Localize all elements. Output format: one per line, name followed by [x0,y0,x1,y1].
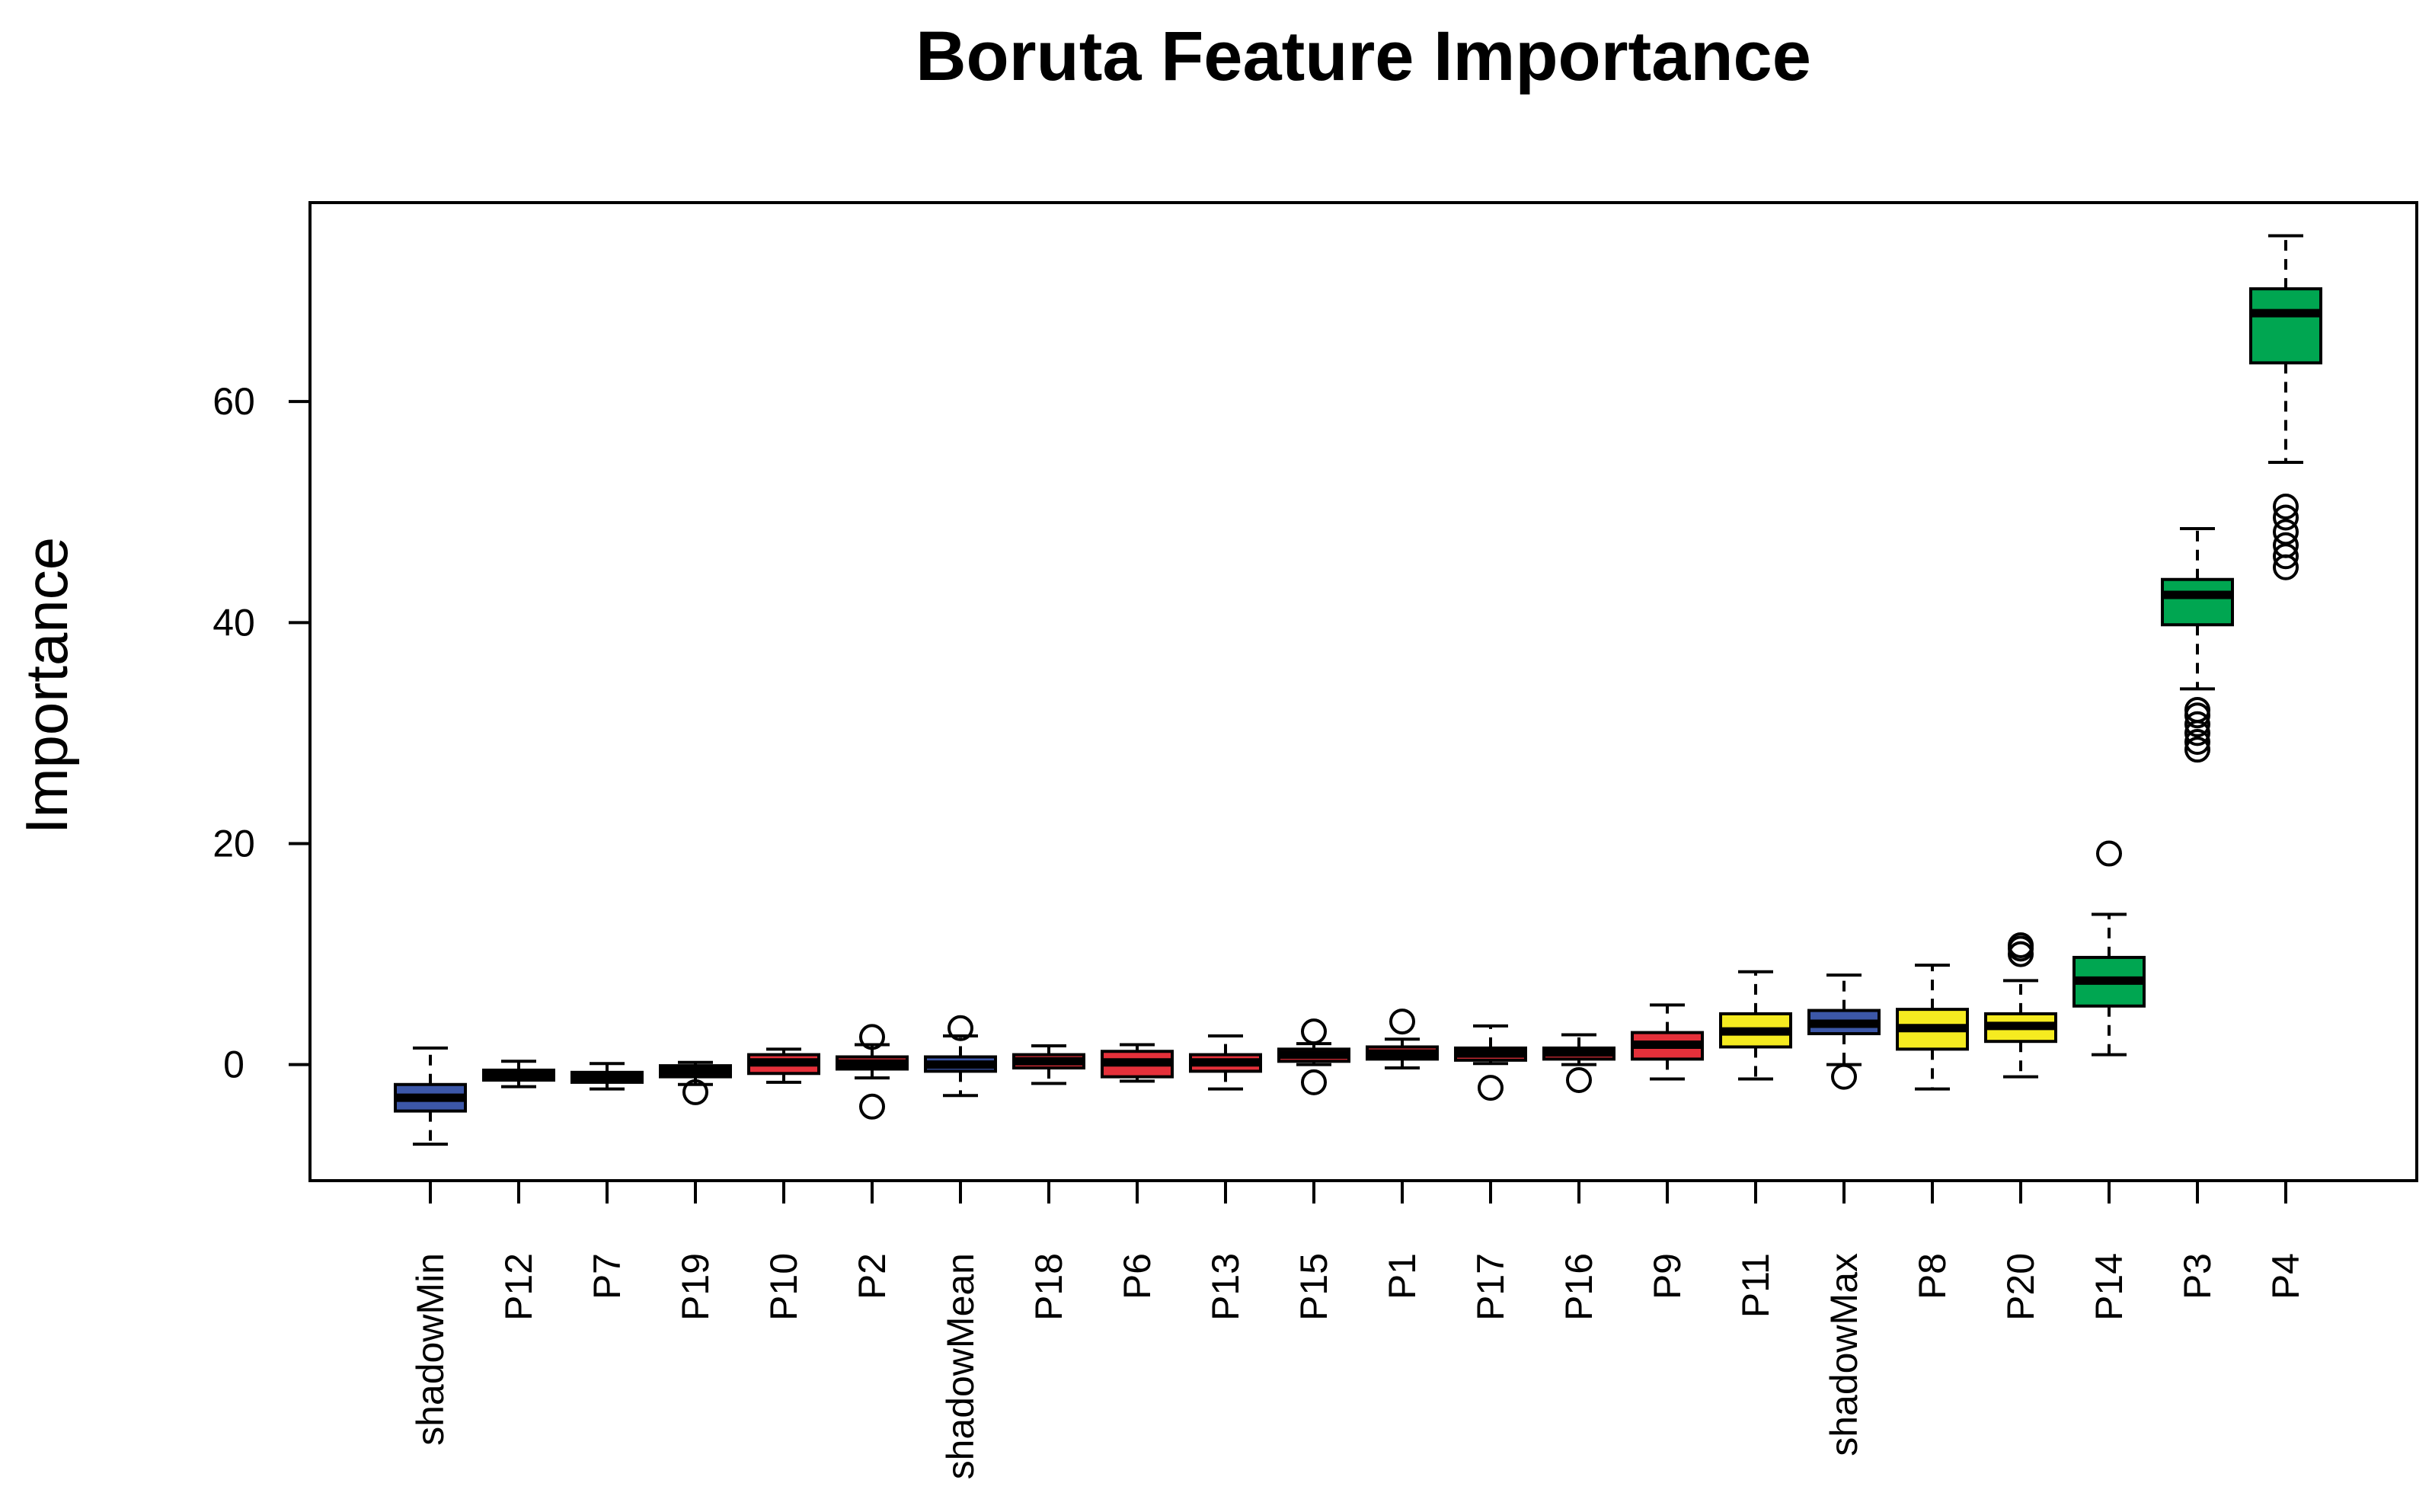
x-tick-label: P19 [674,1253,717,1321]
x-tick-label: P17 [1469,1253,1512,1321]
box-P8 [1896,964,1969,1091]
y-axis-title: Importance [13,537,80,834]
y-tick-label: 40 [213,601,255,644]
x-tick-label: P13 [1204,1253,1247,1321]
box-body [2249,287,2322,365]
x-tick-label: shadowMax [1823,1253,1865,1456]
box-P11 [1719,970,1792,1081]
x-tick-label: P3 [2176,1253,2219,1299]
outlier-point [2273,519,2299,545]
outlier-point [1478,1075,1504,1101]
box-P6 [1101,1043,1174,1083]
box-P19 [659,1060,732,1105]
outlier-point [2184,711,2210,737]
outlier-point [1389,1009,1415,1035]
x-tick-label: P4 [2264,1253,2307,1299]
x-tick-label: P7 [586,1253,628,1299]
box-P4 [2249,234,2322,580]
outlier-point [859,1093,885,1120]
outlier-point [2273,493,2299,519]
outlier-point [2184,737,2210,763]
x-tick-label: P11 [1734,1253,1777,1318]
box-P2 [836,1024,909,1120]
outlier-point [2273,532,2299,558]
outlier-point [2184,696,2210,723]
outlier-point [2008,932,2034,958]
box-P18 [1012,1044,1085,1085]
box-P12 [482,1060,555,1088]
outlier-point [682,1079,708,1105]
y-axis: 0 20 40 60 [213,380,312,1086]
x-tick-label: shadowMean [939,1253,982,1479]
x-tick-label: P12 [497,1253,540,1321]
box-body [2161,577,2234,627]
x-tick-label: P9 [1646,1253,1689,1299]
outlier-point [1301,1069,1327,1095]
x-tick-label: P1 [1381,1253,1424,1299]
box-P14 [2072,840,2146,1056]
outlier-point [2096,840,2122,867]
boxes-layer [394,234,2322,1146]
outlier-point [948,1015,973,1041]
box-P17 [1454,1024,1527,1101]
x-tick-label: P20 [1999,1253,2042,1321]
box-P13 [1189,1034,1262,1091]
outlier-point [2184,729,2210,756]
box-shadowMax [1807,973,1881,1090]
chart-title: Boruta Feature Importance [916,18,1811,95]
y-tick-label: 60 [213,380,255,423]
x-tick-label: P15 [1293,1253,1335,1321]
box-P7 [570,1062,644,1091]
x-tick-label: P2 [851,1253,893,1299]
box-shadowMin [394,1046,467,1146]
x-tick-label: shadowMin [409,1253,452,1446]
box-P20 [1984,932,2057,1079]
outlier-point [1566,1066,1592,1093]
outlier-point [859,1024,885,1050]
box-P10 [747,1047,820,1084]
box-P16 [1542,1033,1615,1093]
outlier-point [2273,504,2299,531]
x-tick-label: P8 [1911,1253,1954,1299]
x-tick-label: P16 [1558,1253,1600,1321]
outlier-point [1301,1018,1327,1045]
box-P1 [1366,1009,1439,1070]
y-tick-label: 20 [213,822,255,865]
x-tick-label: P6 [1116,1253,1158,1299]
outlier-point [1831,1063,1857,1090]
x-axis: shadowMin P12 P7 P19 P10 P2 shadowMean P18 P6 P13… [409,1179,2307,1479]
y-tick-label: 0 [223,1044,244,1086]
plot-frame [308,201,2418,1182]
box-shadowMean [924,1015,997,1098]
x-tick-label: P14 [2088,1253,2130,1321]
x-tick-label: P10 [762,1253,805,1321]
box-P15 [1277,1018,1350,1095]
box-P3 [2161,527,2234,763]
box-P9 [1631,1003,1704,1081]
x-tick-label: P18 [1027,1253,1070,1321]
